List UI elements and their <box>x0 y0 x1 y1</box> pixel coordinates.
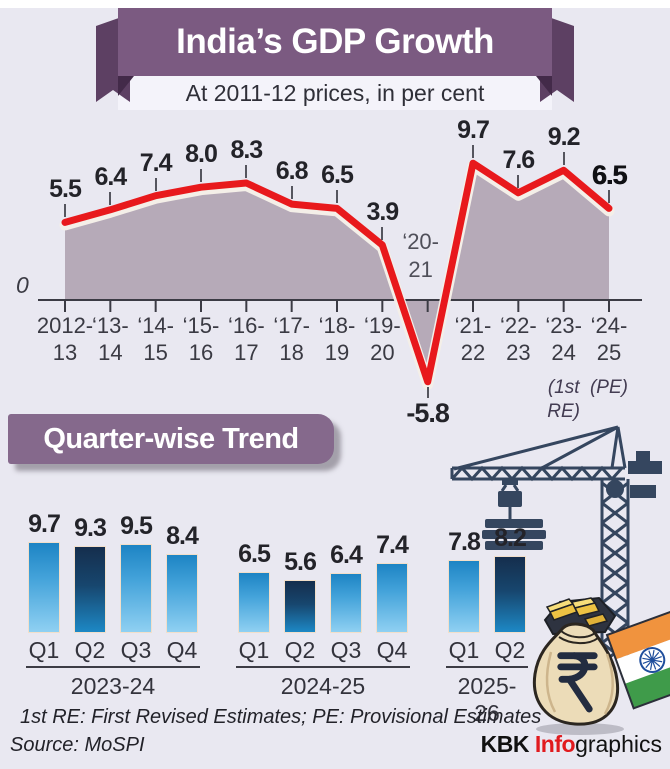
bar-quarter-label: Q1 <box>448 637 480 663</box>
crane-load-slab-3 <box>485 541 543 550</box>
quarter-bar <box>74 545 106 633</box>
bar-quarter-label: Q4 <box>166 637 198 663</box>
bag-shading <box>545 651 614 715</box>
crane-cab <box>630 485 656 498</box>
quarter-bar <box>120 543 152 633</box>
bar-value-label: 8.2 <box>494 523 527 552</box>
quarter-bar <box>494 555 526 633</box>
credit-kbk: KBK <box>480 731 535 757</box>
crane-jib-lattice <box>450 465 624 482</box>
credit-kbk-infographics: KBK Infographics <box>470 731 662 758</box>
bar-quarter-label: Q2 <box>284 637 316 663</box>
page-title: India’s GDP Growth <box>176 22 494 61</box>
source-note: Source: MoSPI <box>10 734 145 756</box>
crane-load-slab-2 <box>482 530 546 539</box>
bar-value-label: 6.5 <box>238 539 271 568</box>
crane-load-slab-1 <box>485 519 543 528</box>
footnote: 1st RE: First Revised Estimates; PE: Pro… <box>20 706 542 728</box>
bar-value-label: 9.5 <box>120 511 153 540</box>
year-group-line <box>26 666 200 668</box>
year-group-line <box>236 666 410 668</box>
money-bag-illustration <box>532 596 670 735</box>
credit-info: Info <box>534 731 576 757</box>
bar-value-label: 8.4 <box>166 522 199 551</box>
ribbon-subtitle-strip <box>118 76 552 110</box>
rupee-icon <box>557 652 598 713</box>
bar-value-label: 7.4 <box>376 531 409 560</box>
bar-value-label: 7.8 <box>448 527 481 556</box>
crane-counterweight <box>628 461 662 474</box>
quarter-bar <box>28 541 60 633</box>
bar-quarter-label: Q2 <box>74 637 106 663</box>
bar-quarter-label: Q1 <box>28 637 60 663</box>
year-group-label: 2025-26 <box>457 673 517 726</box>
bag-shadow <box>536 723 624 735</box>
page-margin <box>0 0 670 8</box>
year-group-line <box>446 666 528 668</box>
quarter-bar <box>166 554 198 633</box>
section-title-quarter-trend: Quarter-wise Trend <box>8 414 334 464</box>
india-flag-icon <box>605 610 670 710</box>
year-group-label: 2024-25 <box>280 673 366 699</box>
bar-value-label: 5.6 <box>284 548 317 577</box>
bar-value-label: 6.4 <box>330 540 363 569</box>
bar-quarter-label: Q2 <box>494 637 526 663</box>
bar-quarter-label: Q1 <box>238 637 270 663</box>
bar-quarter-label: Q3 <box>120 637 152 663</box>
ribbon-fold-left <box>118 76 134 96</box>
zero-axis-label: 0 <box>16 272 29 298</box>
title-ribbon <box>96 8 574 110</box>
quarter-bar <box>330 572 362 633</box>
quarter-bar <box>284 580 316 633</box>
page-subtitle: At 2011-12 prices, in per cent <box>185 80 485 106</box>
crane-pulley-block <box>498 491 522 507</box>
crane-counterweight-top <box>636 451 650 461</box>
quarter-bar <box>376 563 408 633</box>
crane-slewing-unit <box>606 480 624 498</box>
gold-bars-icon <box>543 596 617 636</box>
quarter-bar <box>448 559 480 633</box>
crane-mast-cables <box>453 425 627 471</box>
crane-icon <box>450 425 662 663</box>
ribbon-fold-right <box>536 76 552 96</box>
bar-value-label: 9.3 <box>74 513 107 542</box>
bar-quarter-label: Q4 <box>376 637 408 663</box>
credit-graphics: graphics <box>575 731 662 757</box>
bar-value-label: 9.7 <box>28 509 61 538</box>
crane-hook-cable <box>500 484 520 519</box>
year-group-label: 2023-24 <box>70 673 156 699</box>
ribbon-band <box>118 8 552 76</box>
bag-tie-folds <box>558 630 599 645</box>
crane-trolley <box>502 479 518 485</box>
quarter-bar <box>238 571 270 633</box>
bar-quarter-label: Q3 <box>330 637 362 663</box>
